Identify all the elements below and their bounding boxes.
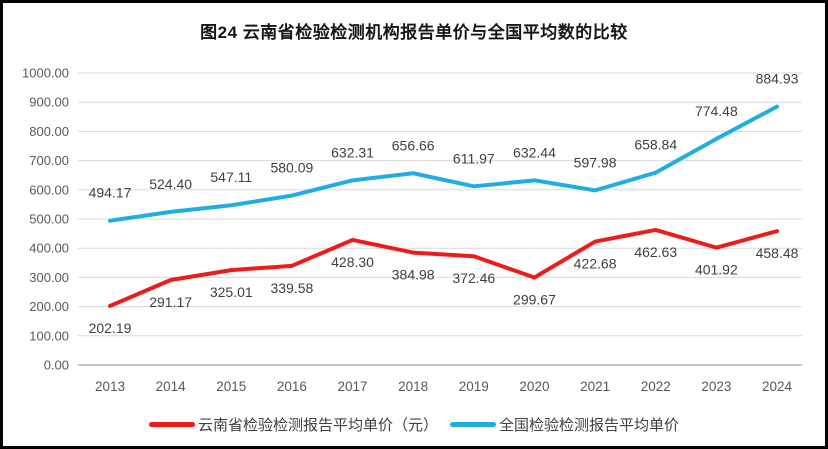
y-axis-tick-label: 1000.00 [22,66,69,81]
x-axis-tick-label: 2018 [398,379,428,394]
chart-title: 图24 云南省检验检测机构报告单价与全国平均数的比较 [200,23,628,42]
x-axis-tick-label: 2017 [338,379,368,394]
y-axis-tick-label: 600.00 [29,182,69,197]
yunnan-data-label: 422.68 [574,256,617,272]
x-axis-tick-label: 2016 [277,379,307,394]
x-axis-tick-label: 2021 [580,379,610,394]
y-axis-tick-label: 700.00 [29,153,69,168]
legend-label-national: 全国检验检测报告平均单价 [499,417,680,434]
legend-label-yunnan: 云南省检验检测报告平均单价（元） [197,417,438,434]
x-axis-tick-label: 2020 [519,379,549,394]
national-series-line [108,104,779,223]
national-data-label: 658.84 [634,137,677,153]
x-axis-tick-label: 2015 [216,379,246,394]
yunnan-data-label: 291.17 [149,294,192,310]
x-axis-tick-label: 2022 [641,379,671,394]
y-axis-tick-label: 800.00 [29,124,69,139]
x-axis-tick-label: 2019 [459,379,489,394]
national-data-label: 884.93 [756,71,799,87]
yunnan-data-label: 299.67 [513,291,556,307]
yunnan-data-label: 339.58 [270,280,313,296]
yunnan-data-label: 462.63 [634,244,677,260]
y-axis-tick-label: 200.00 [29,299,69,314]
yunnan-data-label: 325.01 [210,284,253,300]
yunnan-data-label: 458.48 [756,245,799,261]
y-axis-tick-label: 900.00 [29,95,69,110]
legend-item-national: 全国检验检测报告平均单价 [450,414,679,435]
national-data-label: 580.09 [270,160,313,176]
national-data-label: 611.97 [453,150,495,166]
national-data-label: 656.66 [392,137,435,153]
y-axis-tick-label: 0.00 [44,358,69,373]
x-axis-tick-label: 2013 [95,379,125,394]
yunnan-series-line [108,227,779,308]
yunnan-data-label: 372.46 [452,270,495,286]
national-data-label: 632.31 [331,144,374,160]
national-data-label: 494.17 [89,185,132,201]
yunnan-data-label: 384.98 [392,267,435,283]
yunnan-data-label: 401.92 [695,262,738,278]
legend: 云南省检验检测报告平均单价（元） 全国检验检测报告平均单价 [3,414,825,435]
x-axis-tick-label: 2024 [762,379,793,394]
y-axis-tick-label: 300.00 [29,270,69,285]
yunnan-data-label: 202.19 [89,320,132,336]
national-data-label: 547.11 [210,169,252,185]
y-axis-tick-label: 500.00 [29,212,69,227]
yunnan-line-swatch [148,422,195,427]
x-axis-tick-label: 2014 [156,379,187,394]
national-data-label: 774.48 [695,103,738,119]
national-data-label: 524.40 [149,176,192,192]
legend-item-yunnan: 云南省检验检测报告平均单价（元） [148,414,438,435]
line-chart-plot-area: 0.00 100.00 200.00 300.00 400.00 500.00 600.00… [22,66,802,394]
x-axis-tick-label: 2023 [701,379,731,394]
yunnan-data-label: 428.30 [331,254,374,270]
y-axis-tick-label: 100.00 [29,328,69,343]
national-line-swatch [450,422,496,427]
y-axis-tick-label: 400.00 [29,241,69,256]
national-data-label: 597.98 [574,154,617,170]
national-data-label: 632.44 [513,144,556,160]
